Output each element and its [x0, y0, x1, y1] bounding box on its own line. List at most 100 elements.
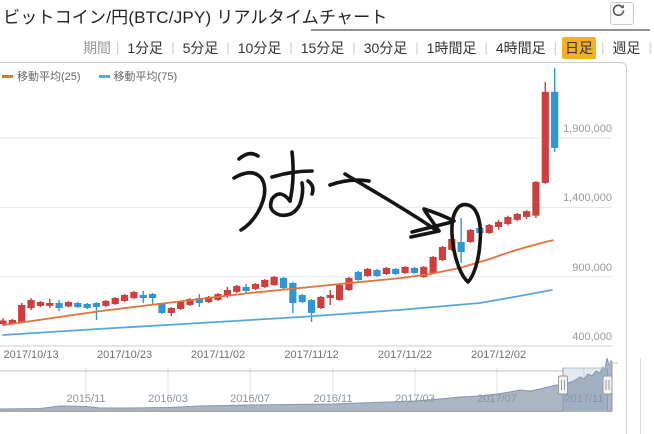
- candle-body: [485, 224, 493, 233]
- tab-1時間足[interactable]: 1時間足: [426, 39, 477, 56]
- candle-body: [102, 300, 110, 306]
- candle-body: [429, 256, 437, 273]
- navigator-date-label: 2016/07: [230, 393, 270, 405]
- candle-body: [158, 303, 166, 313]
- candle-body: [270, 276, 278, 285]
- tab-5分足[interactable]: 5分足: [182, 39, 219, 56]
- legend-item-ma25[interactable]: 移動平均(25): [2, 68, 81, 84]
- tab-10分足[interactable]: 10分足: [237, 39, 282, 56]
- candle-body: [55, 303, 63, 309]
- navigator-date-label: 2015/11: [66, 393, 106, 405]
- candle-body: [336, 284, 344, 300]
- tab-4時間足[interactable]: 4時間足: [495, 39, 546, 56]
- ma-legend: 移動平均(25) 移動平均(75): [2, 68, 195, 84]
- candle-body: [0, 320, 7, 324]
- candle-body: [167, 308, 175, 313]
- tab-日足[interactable]: 日足: [562, 36, 597, 59]
- chart-container-border: [0, 62, 627, 434]
- tab-separator: |: [289, 40, 293, 55]
- ma-line: [2, 239, 554, 326]
- candle-body: [466, 229, 475, 243]
- legend-item-ma75[interactable]: 移動平均(75): [98, 68, 178, 84]
- candle-body: [298, 294, 306, 303]
- x-axis-date-label: 2017/12/02: [471, 349, 527, 361]
- gridlines: [0, 137, 612, 347]
- candle-body: [8, 319, 16, 324]
- candle-body: [223, 289, 231, 296]
- candle-body: [205, 296, 213, 303]
- candle-body: [64, 302, 73, 307]
- tab-30分足[interactable]: 30分足: [363, 39, 408, 56]
- candle-body: [401, 266, 409, 273]
- tab-separator: |: [116, 40, 120, 55]
- candle-body: [279, 277, 288, 289]
- candle-body: [46, 303, 54, 306]
- title-underline: [311, 29, 650, 31]
- navigator-selected-range[interactable]: [562, 367, 608, 412]
- candle-body: [139, 294, 147, 299]
- candle-body: [242, 286, 250, 291]
- x-axis-date-label: 2017/11/22: [377, 349, 433, 361]
- hand-drawn-annotation: [232, 150, 483, 284]
- navigator-right-handle[interactable]: [602, 368, 613, 411]
- candle-body: [523, 211, 531, 217]
- candle-body: [74, 303, 82, 308]
- candle-body: [233, 285, 241, 292]
- y-axis-label: 1,900,000: [563, 123, 612, 135]
- tab-separator: |: [484, 40, 488, 55]
- y-axis-label: 1,400,000: [563, 192, 612, 205]
- candle-body: [420, 266, 428, 277]
- candle-body: [504, 217, 512, 224]
- candle-body: [195, 298, 203, 304]
- y-axis-label: 400,000: [572, 331, 612, 343]
- candle-body: [27, 299, 35, 309]
- legend-line-swatch: [98, 74, 110, 78]
- navigator-date-label: 2017/07: [477, 393, 517, 405]
- candle-body: [111, 298, 119, 304]
- candle-body: [438, 246, 447, 261]
- ma-line: [2, 289, 553, 336]
- candle-body: [83, 303, 91, 309]
- candle-body: [130, 291, 138, 299]
- navigator-area-chart: [0, 357, 613, 412]
- period-tabbar: 期間 | 1分足 | 5分足 | 10分足 | 15分足 | 30分足 | 1時間足 | 4時間足 | 日足 | 週…: [83, 36, 654, 59]
- legend-label: 移動平均(75): [113, 71, 178, 83]
- candle-body: [354, 271, 362, 280]
- candle-body: [289, 282, 297, 304]
- tab-1分足[interactable]: 1分足: [127, 39, 164, 56]
- navigator-date-label: 2016/03: [148, 393, 188, 405]
- tab-separator: |: [352, 40, 356, 55]
- candle-body: [177, 302, 185, 309]
- candle-body: [18, 304, 26, 323]
- candle-body: [364, 268, 372, 276]
- candle-body: [186, 298, 194, 305]
- x-axis-date-label: 2017/11/02: [190, 349, 246, 361]
- candle-body: [261, 279, 269, 287]
- x-axis-date-label: 2017/10/23: [97, 349, 153, 361]
- candle-body: [373, 270, 381, 276]
- candle-body: [541, 91, 549, 183]
- x-axis-date-label: 2017/10/13: [3, 349, 59, 361]
- page-title: ビットコイン/円(BTC/JPY) リアルタイムチャート: [3, 8, 388, 27]
- legend-line-swatch: [2, 74, 13, 78]
- candle-body: [317, 296, 325, 309]
- tab-15分足[interactable]: 15分足: [300, 39, 345, 56]
- candle-body: [532, 181, 540, 216]
- navigator: [0, 357, 618, 412]
- legend-label: 移動平均(25): [17, 71, 81, 83]
- candle-body: [307, 299, 316, 313]
- candle-body: [36, 302, 44, 306]
- candle-body: [392, 268, 400, 275]
- candle-body: [92, 303, 101, 308]
- tab-週足[interactable]: 週足: [612, 39, 641, 56]
- candle-body: [120, 294, 129, 301]
- refresh-button[interactable]: [610, 2, 634, 25]
- tab-separator: |: [226, 40, 230, 55]
- navigator-date-label: 2016/11: [313, 393, 353, 405]
- tab-separator: |: [171, 40, 175, 55]
- navigator-date-label: 2017/03: [395, 393, 435, 405]
- navigator-left-handle[interactable]: [558, 368, 568, 411]
- tab-separator: |: [648, 40, 652, 55]
- y-axis-label: 900,000: [572, 261, 612, 274]
